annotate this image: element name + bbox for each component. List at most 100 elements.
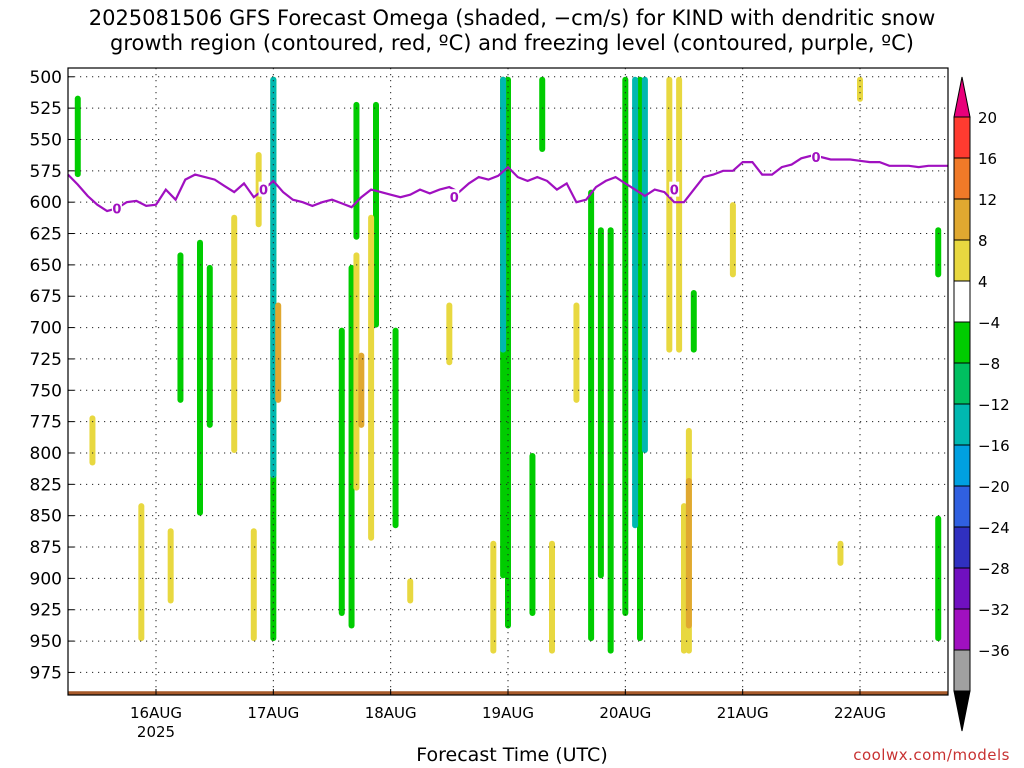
- y-tick-label: 600: [30, 193, 62, 213]
- colorbar-label: 4: [978, 273, 988, 291]
- omega-cell: [368, 214, 375, 541]
- omega-cell: [857, 76, 863, 102]
- omega-cell: [676, 76, 683, 353]
- omega-cell: [348, 264, 355, 629]
- contour-label: 0: [811, 151, 820, 166]
- omega-cell: [935, 227, 942, 278]
- chart-title-line-1: 2025081506 GFS Forecast Omega (shaded, −…: [88, 6, 936, 30]
- colorbar-segment: [953, 608, 971, 651]
- x-tick-label: 22AUG: [834, 704, 886, 722]
- omega-cell: [270, 76, 277, 479]
- omega-cell: [607, 227, 614, 654]
- x-tick-sublabel: 2025: [137, 723, 175, 741]
- omega-cell: [505, 76, 511, 629]
- colorbar-segment: [953, 116, 971, 159]
- contour-label-bg: [449, 189, 460, 205]
- colorbar-label: −20: [978, 478, 1010, 496]
- omega-cell: [637, 76, 643, 642]
- omega-cell: [358, 352, 365, 428]
- omega-cell: [837, 540, 844, 566]
- y-tick-label: 550: [30, 130, 62, 150]
- colorbar-label: −32: [978, 601, 1010, 619]
- colorbar-segment: [953, 485, 971, 528]
- colorbar-segment: [953, 198, 971, 241]
- y-tick-label: 700: [30, 319, 62, 339]
- colorbar-label: −36: [978, 642, 1010, 660]
- omega-cell: [729, 202, 736, 278]
- y-tick-label: 950: [30, 632, 62, 652]
- colorbar-segment: [953, 649, 971, 692]
- contour-label-bg: [669, 181, 680, 197]
- omega-cell: [681, 503, 687, 654]
- colorbar-label: −8: [978, 355, 1000, 373]
- colorbar-label: −16: [978, 437, 1010, 455]
- y-tick-label: 900: [30, 569, 62, 589]
- omega-cell: [89, 415, 96, 466]
- contour-label-bg: [111, 200, 122, 216]
- omega-cell: [622, 76, 629, 616]
- y-tick-label: 750: [30, 381, 62, 401]
- colorbar-segment: [953, 526, 971, 569]
- omega-cell: [597, 227, 604, 579]
- freezing-level-contour: 0 0 0 0 0: [67, 149, 948, 217]
- y-tick-label: 825: [30, 475, 62, 495]
- credit-text: coolwx.com/models: [853, 746, 1010, 764]
- grid-lines: [68, 68, 948, 695]
- y-axis-ticks: 500 525 550 575 600 625 650 675 700 725 750 775 800 8…: [30, 68, 74, 683]
- omega-cell: [588, 189, 595, 642]
- y-tick-label: 875: [30, 538, 62, 558]
- contour-label: 0: [670, 184, 679, 199]
- y-tick-label: 725: [30, 350, 62, 370]
- omega-cell: [197, 239, 203, 516]
- omega-cell: [529, 452, 536, 616]
- omega-cell: [666, 76, 673, 353]
- y-tick-label: 850: [30, 507, 62, 527]
- omega-cell: [573, 302, 580, 403]
- chart-title-line-2: growth region (contoured, red, ºC) and f…: [110, 31, 914, 55]
- omega-cell: [74, 95, 81, 178]
- contour-label: 0: [450, 191, 459, 206]
- omega-cell: [373, 101, 379, 328]
- x-axis-label: Forecast Time (UTC): [416, 744, 608, 766]
- x-tick-label: 19AUG: [482, 704, 534, 722]
- colorbar-label: 16: [978, 150, 997, 168]
- contour-label-bg: [258, 181, 269, 197]
- chart-title: 2025081506 GFS Forecast Omega (shaded, −…: [0, 6, 1024, 56]
- y-tick-label: 925: [30, 601, 62, 621]
- y-tick-label: 525: [30, 99, 62, 119]
- omega-cell: [632, 76, 639, 529]
- omega-cell: [250, 528, 257, 642]
- y-tick-label: 625: [30, 225, 62, 245]
- omega-cell: [690, 289, 697, 353]
- omega-cell: [685, 478, 692, 629]
- colorbar-label: −4: [978, 314, 1000, 332]
- colorbar-label: 12: [978, 191, 997, 209]
- colorbar-label: 8: [978, 232, 988, 250]
- omega-cell: [500, 76, 507, 353]
- x-tick-label: 21AUG: [717, 704, 769, 722]
- colorbar-segment: [953, 157, 971, 200]
- y-tick-label: 775: [30, 413, 62, 433]
- y-tick-label: 800: [30, 444, 62, 464]
- omega-cell: [206, 264, 213, 428]
- x-tick-label: 17AUG: [247, 704, 299, 722]
- colorbar-segment: [953, 403, 971, 446]
- y-tick-label: 975: [30, 663, 62, 683]
- colorbar-segment: [953, 280, 971, 323]
- colorbar-label: −12: [978, 396, 1010, 414]
- omega-cell: [392, 327, 399, 529]
- omega-cell: [539, 76, 546, 153]
- y-tick-label: 575: [30, 162, 62, 182]
- y-tick-label: 675: [30, 287, 62, 307]
- omega-cell: [275, 302, 282, 403]
- colorbar-segment: [953, 239, 971, 282]
- colorbar-segment: [953, 321, 971, 364]
- omega-cell: [549, 540, 555, 654]
- freezing-level-line: [67, 154, 948, 213]
- colorbar-segment: [953, 567, 971, 610]
- contour-label-bg: [811, 149, 821, 165]
- omega-cell: [490, 540, 497, 654]
- omega-cell: [177, 252, 184, 403]
